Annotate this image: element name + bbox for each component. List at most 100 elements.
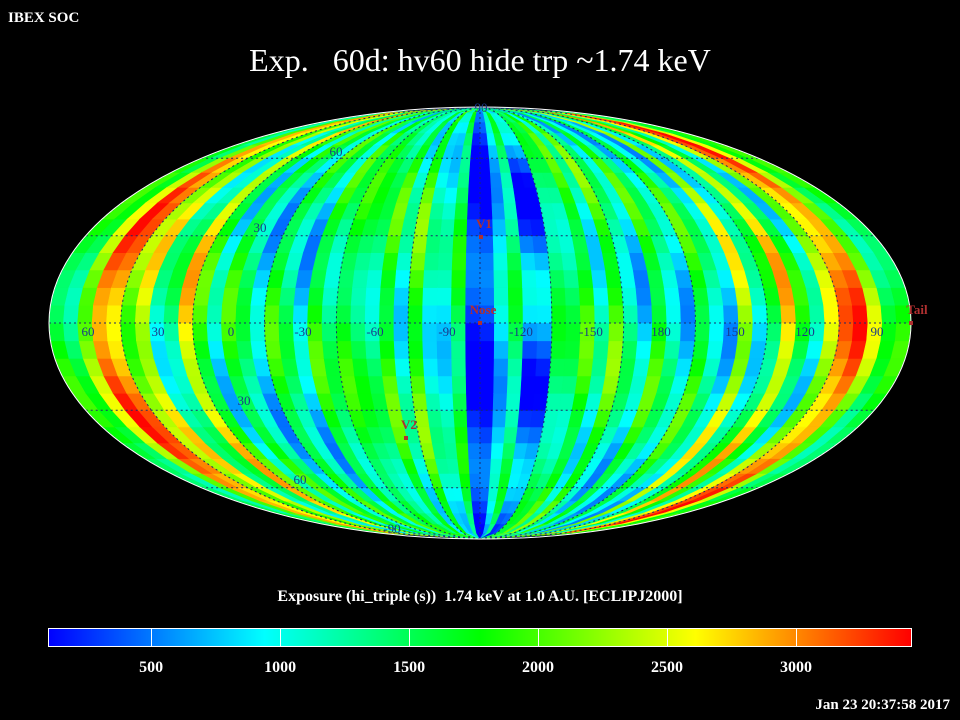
exposure-cell — [678, 340, 696, 359]
exposure-cell — [455, 442, 470, 459]
colorbar-tick — [666, 628, 668, 647]
exposure-cell — [479, 392, 494, 411]
exposure-cell — [398, 235, 415, 253]
exposure-cell — [335, 304, 352, 324]
exposure-cell — [413, 218, 430, 236]
exposure-cell — [438, 392, 455, 411]
exposure-cell — [591, 269, 608, 288]
latitude-label: 60 — [330, 144, 343, 159]
exposure-cell — [436, 304, 452, 324]
exposure-cell — [393, 287, 410, 306]
exposure-cell — [479, 487, 490, 502]
exposure-cell — [77, 304, 94, 324]
exposure-cell — [379, 287, 396, 306]
exposure-cell — [465, 252, 481, 271]
exposure-cell — [427, 409, 443, 428]
markers: V1 Nose V2 Tail — [401, 216, 928, 440]
exposure-cell — [336, 287, 353, 306]
exposure-cell — [680, 322, 696, 342]
exposure-cell — [468, 172, 481, 188]
exposure-cell — [564, 340, 581, 359]
exposure-cell — [549, 269, 566, 288]
longitude-label: 30 — [152, 324, 165, 339]
exposure-cell — [323, 358, 342, 377]
exposure-cell — [440, 409, 456, 428]
exposure-cell — [393, 304, 409, 324]
exposure-cell — [504, 409, 520, 428]
exposure-cell — [235, 322, 252, 342]
exposure-cell — [605, 358, 623, 377]
exposure-cell — [622, 322, 639, 342]
exposure-cell — [264, 322, 280, 342]
exposure-cell — [408, 340, 424, 359]
exposure-cell — [561, 252, 578, 271]
exposure-cell — [663, 340, 681, 359]
exposure-cell — [454, 426, 469, 444]
colorbar-title: Exposure (hi_triple (s)) 1.74 keV at 1.0… — [277, 588, 683, 605]
exposure-cell — [429, 202, 445, 220]
exposure-cell — [49, 322, 66, 342]
exposure-cell — [394, 358, 411, 377]
marker-label: V2 — [401, 417, 417, 432]
exposure-cell — [520, 375, 537, 394]
exposure-cell — [766, 304, 783, 324]
marker-nose — [478, 321, 482, 325]
exposure-cell — [479, 340, 495, 359]
exposure-cell — [608, 322, 625, 342]
exposure-cell — [423, 375, 440, 394]
exposure-cell — [520, 252, 537, 271]
exposure-cell — [446, 458, 460, 474]
exposure-cell — [505, 392, 522, 411]
exposure-cell — [466, 392, 481, 411]
exposure-cell — [425, 392, 441, 411]
exposure-cell — [382, 375, 399, 394]
exposure-cell — [207, 287, 226, 306]
longitude-line — [479, 107, 553, 539]
exposure-cell — [321, 322, 338, 342]
exposure-cell — [465, 269, 481, 288]
exposure-cell — [366, 358, 383, 377]
exposure-cell — [522, 287, 538, 306]
exposure-cell — [561, 375, 578, 394]
exposure-cell — [293, 287, 311, 306]
exposure-cell — [250, 340, 268, 359]
longitude-label: 90 — [871, 324, 884, 339]
exposure-cell — [680, 304, 696, 324]
exposure-cell — [663, 287, 681, 306]
exposure-cell — [436, 287, 453, 306]
marker-label: V1 — [476, 216, 492, 231]
exposure-cell — [880, 304, 897, 324]
longitude-label: -60 — [366, 324, 383, 339]
exposure-cell — [780, 322, 797, 342]
exposure-cell — [236, 287, 254, 306]
exposure-cell — [535, 358, 552, 377]
exposure-cell — [410, 375, 427, 394]
exposure-cell — [465, 322, 481, 342]
exposure-cell — [350, 322, 366, 342]
exposure-cell — [120, 322, 137, 342]
exposure-cell — [407, 322, 424, 342]
exposure-cell — [396, 252, 413, 271]
exposure-cell — [490, 442, 505, 459]
longitude-label: -150 — [579, 324, 603, 339]
exposure-cell — [398, 392, 415, 411]
exposure-cell — [547, 375, 564, 394]
colorbar-tick-label: 1500 — [393, 659, 426, 676]
exposure-cell — [493, 252, 509, 271]
exposure-cell — [468, 458, 481, 474]
exposure-cell — [536, 322, 553, 342]
exposure-cell — [894, 322, 911, 342]
exposure-cell — [551, 304, 567, 324]
exposure-cell — [365, 287, 382, 306]
colorbar-tick-label: 3000 — [779, 659, 812, 676]
exposure-cell — [365, 340, 382, 359]
exposure-cell — [450, 304, 467, 324]
exposure-cell — [506, 252, 523, 271]
exposure-cell — [350, 340, 367, 359]
exposure-cell — [493, 322, 510, 342]
marker-label: Nose — [470, 302, 497, 317]
longitude-line — [479, 107, 768, 539]
exposure-cell — [492, 218, 507, 236]
exposure-cell — [780, 304, 797, 324]
longitude-label: 0 — [228, 324, 235, 339]
